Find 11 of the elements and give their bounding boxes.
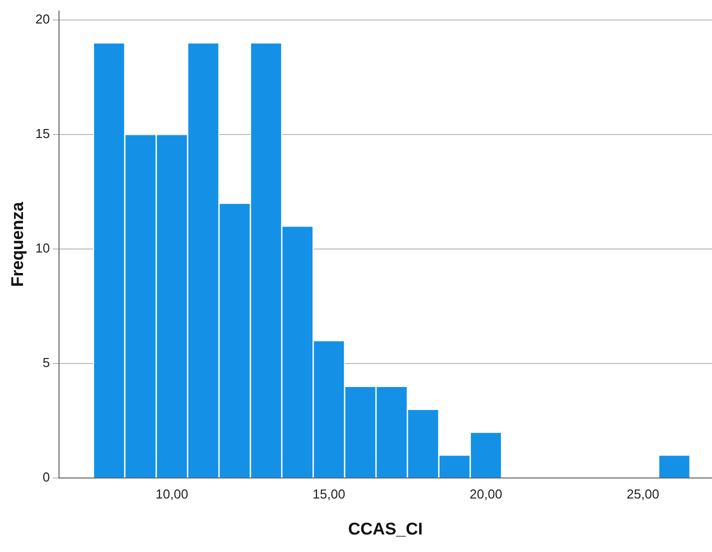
x-tick-label: 25,00 [626,486,660,502]
y-tick-label: 0 [42,470,50,485]
y-tick-label: 10 [35,240,50,256]
y-tick-label: 15 [35,126,50,142]
x-tick-label: 10,00 [156,486,188,502]
y-axis-title: Frequenza [8,201,27,287]
x-axis-title: CCAS_CI [348,519,423,538]
y-tick-label: 5 [42,355,50,370]
x-tick-label: 20,00 [470,486,502,502]
x-tick-label: 15,00 [312,486,346,502]
y-tick-label: 20 [35,12,50,27]
